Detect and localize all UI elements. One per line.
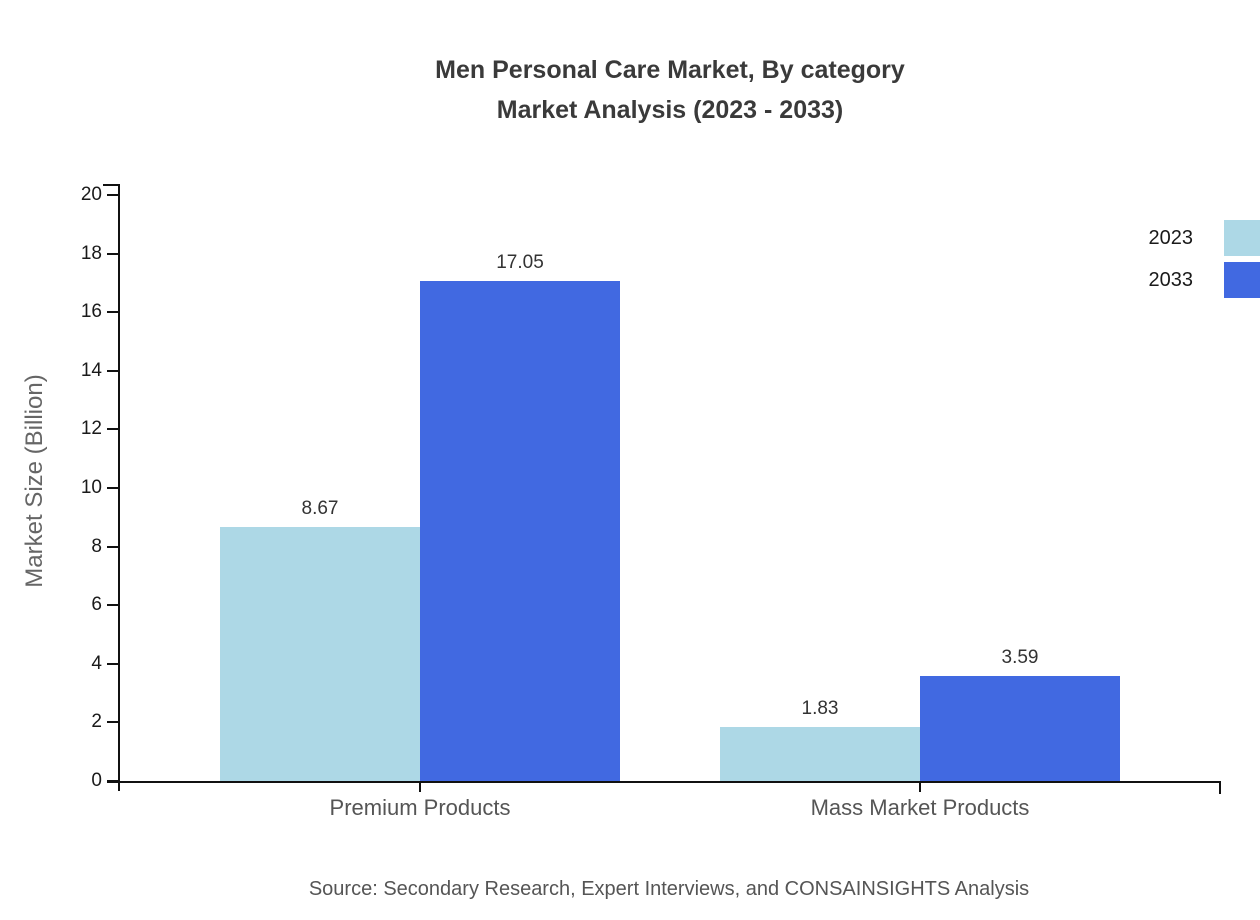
y-tick-8 [107, 545, 118, 548]
source-note: Source: Secondary Research, Expert Inter… [308, 878, 1030, 900]
y-tick-14 [107, 369, 118, 372]
bar-value-2033-premium-products: 17.05 [496, 252, 544, 274]
y-axis-top-cap [103, 184, 118, 186]
y-tick-label-12: 12 [80, 418, 102, 440]
y-tick-16 [107, 311, 118, 314]
y-tick-2 [107, 721, 118, 724]
bar-2023-mass-market-products [720, 727, 920, 781]
y-tick-label-18: 18 [80, 242, 102, 264]
y-tick-label-4: 4 [91, 652, 102, 674]
y-tick-label-2: 2 [91, 711, 102, 733]
y-tick-4 [107, 662, 118, 665]
legend-swatch-2033 [1224, 262, 1260, 298]
bar-value-2023-mass-market-products: 1.83 [801, 698, 839, 720]
bar-2033-mass-market-products [920, 675, 1120, 781]
legend-item-2023: 2023 [1149, 220, 1260, 256]
x-tick-premium-products [419, 783, 421, 792]
y-tick-12 [107, 428, 118, 431]
legend-label-2023: 2023 [1148, 226, 1194, 249]
y-axis-line [118, 184, 120, 791]
plot-area: Premium Products Mass Market Products 0 2… [81, 184, 1221, 820]
y-tick-18 [107, 252, 118, 255]
y-tick-label-20: 20 [80, 184, 102, 205]
y-tick-label-10: 10 [80, 477, 102, 498]
bar-value-2033-mass-market-products: 3.59 [1001, 646, 1039, 668]
y-tick-label-6: 6 [91, 594, 102, 616]
bar-2033-premium-products [420, 281, 620, 781]
x-category-label-premium-products: Premium Products [329, 795, 511, 820]
chart-title-line1: Men Personal Care Market, By category [435, 56, 905, 84]
legend-swatch-2023 [1224, 220, 1260, 256]
y-tick-label-0: 0 [91, 770, 102, 791]
x-axis-right-cap [1219, 783, 1221, 794]
y-tick-6 [107, 604, 118, 607]
chart-title-line2: Market Analysis (2023 - 2033) [496, 96, 844, 124]
legend-label-2033: 2033 [1148, 268, 1194, 291]
legend-item-2033: 2033 [1149, 262, 1260, 298]
y-tick-label-14: 14 [80, 359, 102, 381]
x-category-label-mass-market-products: Mass Market Products [810, 795, 1030, 820]
x-axis-line [107, 781, 1221, 783]
y-tick-10 [107, 487, 118, 489]
chart-title: Men Personal Care Market, By category Ma… [0, 50, 1260, 130]
legend: 2023 2033 [1149, 220, 1260, 304]
x-tick-mass-market-products [919, 783, 921, 792]
bar-value-2023-premium-products: 8.67 [301, 497, 339, 519]
y-tick-20 [107, 194, 118, 196]
y-tick-0 [107, 780, 118, 782]
bar-2023-premium-products [220, 526, 420, 781]
y-tick-label-8: 8 [91, 535, 102, 557]
y-axis-title: Market Size (Billion) [21, 374, 48, 588]
y-tick-label-16: 16 [80, 301, 102, 323]
